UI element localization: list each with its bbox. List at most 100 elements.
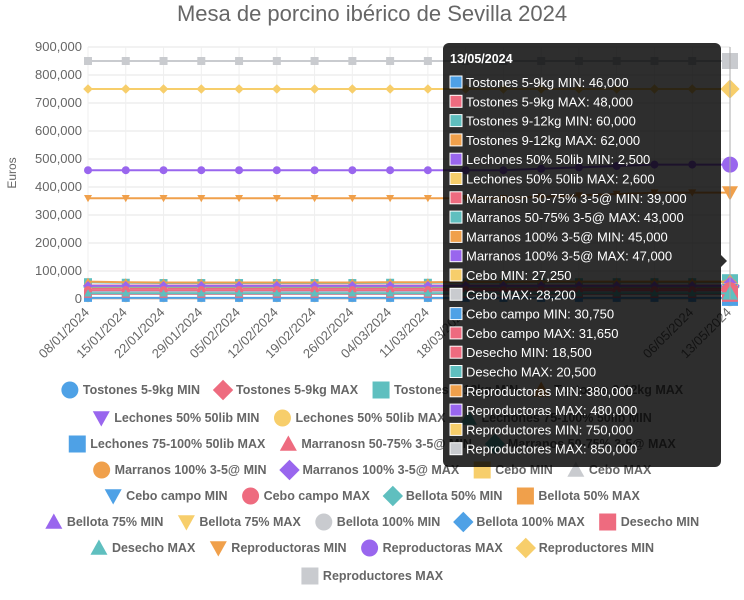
legend-marker (45, 513, 63, 529)
legend-item-tostones-5-9kg-min[interactable]: Tostones 5-9kg MIN (61, 381, 200, 399)
data-point (159, 57, 168, 65)
legend-item-bellota-75-max[interactable]: Bellota 75% MAX (177, 515, 302, 531)
tooltip-swatch (449, 172, 463, 185)
data-point (121, 289, 130, 297)
legend-marker (90, 539, 108, 555)
legend-item-bellota-75-min[interactable]: Bellota 75% MIN (45, 513, 164, 530)
tooltip-swatch (449, 345, 463, 359)
legend-marker (212, 379, 234, 401)
legend-label: Bellota 75% MAX (199, 515, 301, 529)
y-tick-label: 300,000 (35, 207, 82, 222)
data-point (386, 293, 395, 302)
tooltip-swatch (449, 442, 463, 456)
tooltip-line: Desecho MAX: 20,500 (466, 365, 596, 380)
y-tick-label: 600,000 (35, 123, 82, 138)
legend-item-bellota-100-max[interactable]: Bellota 100% MAX (453, 511, 585, 533)
data-point (196, 84, 207, 94)
data-point (386, 195, 395, 203)
legend-marker (453, 511, 474, 533)
legend-label: Cebo campo MIN (126, 489, 227, 503)
legend-label: Desecho MIN (621, 515, 700, 529)
data-point (158, 281, 169, 291)
legend-item-bellota-100-min[interactable]: Bellota 100% MIN (315, 513, 441, 531)
legend-marker (301, 567, 319, 585)
legend-marker (315, 513, 333, 531)
legend-label: Bellota 100% MIN (337, 515, 441, 529)
tooltip-line: Tostones 5-9kg MIN: 46,000 (466, 75, 629, 90)
data-point (84, 57, 92, 65)
tooltip-line: Lechones 50% 50lib MIN: 2,500 (466, 152, 650, 167)
data-point (423, 57, 432, 65)
legend-item-marranos-100-3-5-max[interactable]: Marranos 100% 3-5@ MAX (279, 459, 460, 481)
tooltip-line: Marranos 100% 3-5@ MIN: 45,000 (466, 229, 668, 244)
data-point (84, 293, 92, 302)
data-point (235, 57, 244, 65)
data-point (196, 281, 207, 291)
y-tick-label: 900,000 (35, 39, 82, 54)
legend-marker (177, 515, 195, 531)
data-point (347, 281, 358, 291)
y-tick-label: 200,000 (35, 235, 82, 250)
legend-item-desecho-max[interactable]: Desecho MAX (90, 539, 196, 556)
legend-item-tostones-5-9kg-max[interactable]: Tostones 5-9kg MAX (212, 379, 359, 401)
legend-label: Bellota 100% MAX (476, 515, 585, 529)
tooltip-swatch (449, 268, 463, 282)
legend-marker (382, 485, 404, 507)
legend-item-reproductores-min[interactable]: Reproductores MIN (515, 537, 654, 559)
legend-marker (372, 381, 390, 399)
legend-label: Lechones 75-100% 50lib MAX (90, 437, 266, 451)
tooltip-caret (721, 255, 727, 267)
legend-marker (104, 489, 122, 505)
data-point (272, 166, 281, 175)
legend-item-marranos-100-3-5-min[interactable]: Marranos 100% 3-5@ MIN (93, 461, 267, 479)
legend-item-bellota-50-min[interactable]: Bellota 50% MIN (382, 485, 503, 507)
tooltip-line: Tostones 5-9kg MAX: 48,000 (466, 94, 633, 109)
legend-item-lechones-75-100-50lib-max[interactable]: Lechones 75-100% 50lib MAX (68, 435, 266, 453)
legend-label: Marranos 100% 3-5@ MIN (115, 463, 267, 477)
data-point (83, 84, 93, 94)
legend-item-bellota-50-max[interactable]: Bellota 50% MAX (516, 487, 641, 505)
legend-item-reproductoras-min[interactable]: Reproductoras MIN (209, 541, 347, 557)
legend-marker (61, 381, 79, 399)
tooltip-swatch (449, 229, 463, 243)
tooltip-line: Reproductoras MAX: 480,000 (466, 403, 637, 418)
legend-item-cebo-campo-max[interactable]: Cebo campo MAX (242, 487, 371, 505)
legend-marker (567, 461, 585, 477)
tooltip-line: Marranos 50-75% 3-5@ MAX: 43,000 (466, 210, 684, 225)
data-point (423, 166, 432, 175)
data-point (197, 293, 206, 302)
legend-marker (93, 461, 111, 479)
tooltip-swatch (449, 384, 463, 398)
data-point (348, 289, 357, 297)
tooltip-swatch (449, 152, 463, 166)
data-point (272, 281, 282, 291)
data-point (197, 57, 206, 65)
legend-label: Tostones 5-9kg MAX (236, 383, 359, 397)
legend-label: Bellota 75% MIN (67, 515, 164, 529)
legend-item-marranosn-50-75-3-5-min[interactable]: Marranosn 50-75% 3-5@ MIN (279, 435, 472, 452)
data-point (310, 166, 319, 175)
legend-label: Marranos 100% 3-5@ MAX (302, 463, 459, 477)
legend-marker (273, 409, 291, 427)
data-point (272, 84, 282, 94)
tooltip-swatch (449, 422, 463, 436)
data-point (348, 166, 357, 175)
legend-item-reproductoras-max[interactable]: Reproductoras MAX (361, 539, 503, 557)
legend-item-desecho-min[interactable]: Desecho MIN (599, 513, 700, 531)
legend-item-lechones-50-50lib-max[interactable]: Lechones 50% 50lib MAX (273, 409, 446, 427)
legend-item-lechones-50-50lib-min[interactable]: Lechones 50% 50lib MIN (92, 411, 260, 427)
tooltip-swatch (449, 210, 463, 224)
data-point (348, 293, 357, 302)
legend-item-reproductores-max[interactable]: Reproductores MAX (301, 567, 444, 585)
data-point (423, 281, 433, 291)
data-point (235, 289, 244, 297)
data-point (197, 166, 206, 175)
tooltip-line: Cebo campo MAX: 31,650 (466, 326, 618, 341)
legend-item-cebo-campo-min[interactable]: Cebo campo MIN (104, 489, 228, 505)
legend-label: Tostones 5-9kg MIN (83, 383, 200, 397)
tooltip-swatch (449, 403, 463, 417)
tooltip-box (443, 43, 721, 467)
data-point (385, 84, 395, 94)
data-point (121, 293, 130, 302)
